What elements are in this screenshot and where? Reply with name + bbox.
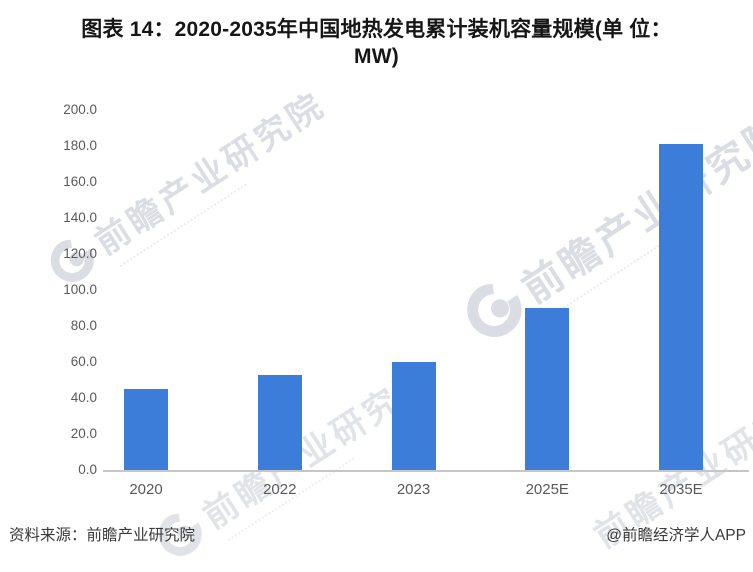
- footer: 资料来源：前瞻产业研究院 @前瞻经济学人APP: [9, 523, 746, 545]
- y-tick-label-180.0: 180.0: [63, 138, 97, 153]
- y-tick-label-60.0: 60.0: [70, 354, 97, 369]
- y-tick-label-140.0: 140.0: [63, 210, 97, 225]
- y-tick-label-160.0: 160.0: [63, 174, 97, 189]
- x-tick-label-2022: 2022: [263, 481, 297, 498]
- watermark-subline: [119, 183, 247, 267]
- x-tick-label-2023: 2023: [396, 481, 431, 498]
- x-tick-label-2020: 2020: [129, 481, 163, 498]
- y-tick-label-120.0: 120.0: [63, 246, 97, 261]
- y-tick-label-100.0: 100.0: [63, 282, 97, 297]
- bar-2025E: [525, 308, 570, 470]
- y-tick-label-200.0: 200.0: [63, 102, 97, 117]
- y-tick-label-0.0: 0.0: [78, 462, 97, 477]
- credit-text: @前瞻经济学人APP: [606, 527, 746, 544]
- bar-2020: [124, 389, 168, 470]
- source-text: 资料来源：前瞻产业研究院: [9, 527, 196, 544]
- x-tick-label-2035E: 2035E: [659, 481, 703, 498]
- chart-title-line1: 图表 14：2020-2035年中国地热发电累计装机容量规模(单 位：: [81, 18, 672, 41]
- chart-title-line2: MW): [354, 45, 399, 68]
- qianzhan-logo-icon: [467, 283, 522, 337]
- watermark-center-right: 前瞻产业研究院: [454, 98, 753, 350]
- bar-2035E: [659, 144, 703, 470]
- watermark-text: 前瞻产业研究院: [514, 107, 753, 312]
- bar-2022: [257, 375, 302, 470]
- y-tick-label-20.0: 20.0: [70, 426, 97, 441]
- x-tick-label-2025E: 2025E: [525, 481, 569, 498]
- bar-2023: [391, 362, 436, 470]
- chart-title: 图表 14：2020-2035年中国地热发电累计装机容量规模(单 位： MW): [10, 16, 743, 70]
- y-tick-label-40.0: 40.0: [70, 390, 97, 405]
- x-axis-line: [103, 470, 749, 472]
- watermark-text: 前瞻产业研究院: [88, 85, 333, 263]
- y-tick-label-80.0: 80.0: [70, 318, 97, 333]
